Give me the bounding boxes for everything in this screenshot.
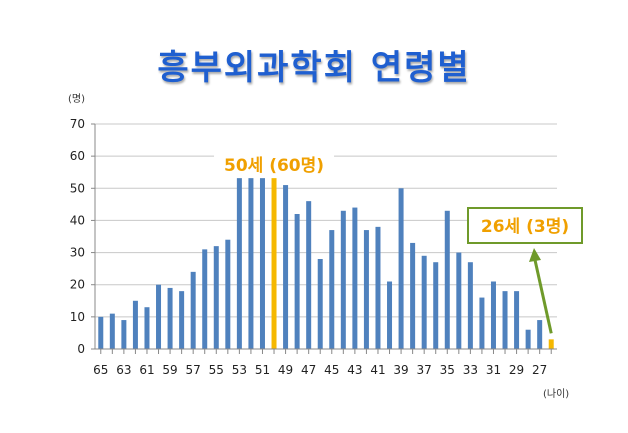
bar-age-44 [340, 210, 346, 349]
x-axis-labels: 65 63 61 59 57 55 53 51 49 47 45 43 41 39 37 35 33 31 29 27 [93, 363, 547, 377]
bar-age-27 [537, 320, 543, 349]
x-tick-label: 45 [324, 363, 339, 377]
bar-age-42 [363, 230, 369, 349]
callout-arrow [533, 259, 553, 334]
x-tick-label: 59 [162, 363, 177, 377]
bar-age-52 [248, 169, 254, 349]
bar-age-54 [225, 239, 231, 349]
bar-age-45 [329, 230, 335, 349]
y-tick-label: 0 [77, 342, 85, 356]
bar-age-33 [467, 262, 473, 349]
bar-age-64 [109, 313, 115, 349]
x-tick-label: 55 [209, 363, 224, 377]
bar-age-38 [410, 242, 416, 349]
y-axis-labels: 0 10 20 30 40 50 60 70 [70, 117, 85, 356]
bar-age-35 [444, 210, 450, 349]
bar-age-49 [283, 185, 289, 349]
bar-series [98, 156, 554, 349]
x-tick-label: 49 [278, 363, 293, 377]
bar-age-46 [317, 259, 323, 349]
bar-age-30 [502, 291, 508, 349]
x-tick-label: 37 [417, 363, 432, 377]
bar-age-57 [190, 271, 196, 349]
y-tick-label: 60 [70, 149, 85, 163]
x-tick-label: 63 [116, 363, 131, 377]
bar-age-36 [433, 262, 439, 349]
y-tick-label: 30 [70, 246, 85, 260]
x-axis-unit: (나이) [543, 388, 569, 400]
x-tick-label: 61 [139, 363, 154, 377]
bar-age-53 [236, 172, 242, 349]
bar-age-56 [202, 249, 208, 349]
bar-age-55 [213, 246, 219, 349]
bar-age-51 [259, 175, 265, 349]
x-tick-label: 57 [186, 363, 201, 377]
x-tick-label: 53 [232, 363, 247, 377]
bar-age-65 [98, 316, 104, 349]
y-tick-label: 10 [70, 310, 85, 324]
callout-mask [214, 152, 335, 179]
x-tick-label: 47 [301, 363, 316, 377]
y-tick-label: 70 [70, 117, 85, 131]
x-tick-label: 65 [93, 363, 108, 377]
x-tick-label: 27 [532, 363, 547, 377]
bar-age-59 [167, 287, 173, 349]
bar-age-26 [548, 339, 554, 349]
bar-age-58 [179, 291, 185, 349]
bar-age-40 [387, 281, 393, 349]
bar-age-28 [525, 329, 531, 349]
x-tick-label: 29 [509, 363, 524, 377]
bar-age-43 [352, 207, 358, 349]
bar-age-48 [294, 214, 300, 349]
bar-age-63 [121, 320, 127, 349]
callouts: 50세 (60명) 26세 (3명) [214, 152, 583, 334]
bar-age-41 [375, 226, 381, 349]
bar-age-31 [490, 281, 496, 349]
x-tick-label: 39 [393, 363, 408, 377]
bar-age-37 [421, 255, 427, 349]
bar-age-39 [398, 188, 404, 349]
callout-peak-label: 50세 (60명) [224, 156, 324, 176]
y-tick-label: 20 [70, 278, 85, 292]
bar-age-34 [456, 252, 462, 349]
x-tick-label: 51 [255, 363, 270, 377]
callout-min-label: 26세 (3명) [481, 217, 569, 237]
bar-age-62 [132, 300, 138, 349]
callout-box [467, 207, 583, 244]
bar-age-29 [514, 291, 520, 349]
y-tick-label: 40 [70, 213, 85, 227]
x-tick-label: 43 [347, 363, 362, 377]
bar-age-50 [271, 156, 277, 349]
axes [94, 124, 557, 354]
bar-age-60 [156, 284, 162, 349]
grid-lines [91, 123, 557, 350]
x-tick-label: 41 [370, 363, 385, 377]
y-tick-label: 50 [70, 181, 85, 195]
callout-arrow-head [529, 248, 541, 262]
chart-title: 흥부외과학회 연령별 [157, 48, 471, 88]
x-tick-label: 35 [440, 363, 455, 377]
bar-age-47 [306, 201, 312, 349]
bar-age-61 [144, 307, 150, 349]
x-tick-label: 31 [486, 363, 501, 377]
y-axis-unit: (명) [68, 93, 85, 105]
x-tick-label: 33 [463, 363, 478, 377]
bar-age-32 [479, 297, 485, 349]
